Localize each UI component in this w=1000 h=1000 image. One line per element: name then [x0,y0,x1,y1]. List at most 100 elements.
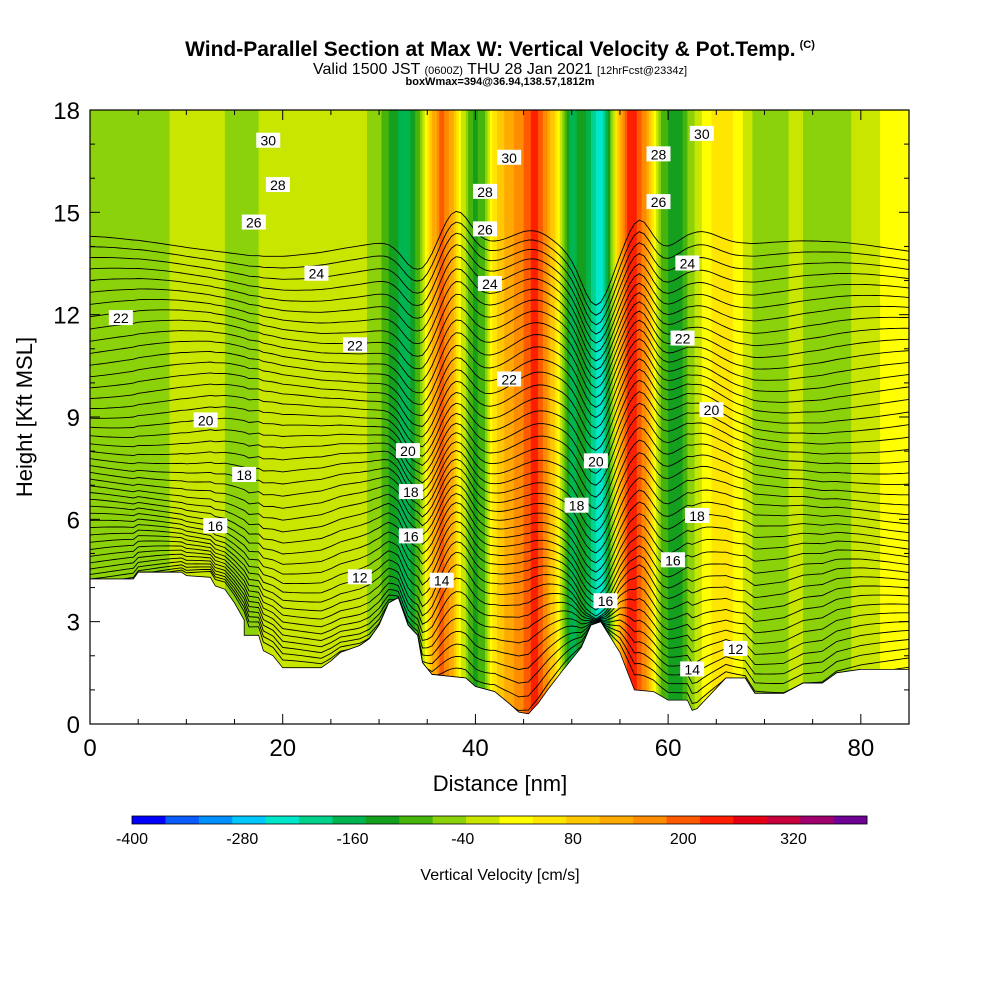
velocity-column [868,110,872,724]
colorbar-swatch [432,816,467,824]
contour-label: 20 [583,453,608,469]
velocity-column [217,110,221,724]
velocity-column [752,110,756,724]
velocity-column [330,110,334,724]
colorbar-swatch [365,816,400,824]
velocity-column [186,110,190,724]
velocity-column [653,110,657,724]
velocity-column [728,110,732,724]
colorbar-swatch [599,816,634,824]
contour-label-text: 20 [588,453,604,469]
velocity-column [152,110,156,724]
velocity-column [598,110,602,724]
velocity-column [545,110,549,724]
velocity-column [812,110,816,724]
velocity-column [106,110,110,724]
isentrope-line [90,553,909,655]
contour-label-text: 16 [403,528,419,544]
velocity-column [277,110,281,724]
velocity-column [848,110,852,724]
velocity-column [222,110,226,724]
velocity-column [530,110,534,724]
contour-label-text: 20 [198,412,214,428]
velocity-column [552,110,556,724]
velocity-column [499,110,503,724]
velocity-column [622,110,626,724]
colorbar-swatch [833,816,868,824]
potential-temperature-contours [90,210,909,712]
velocity-column [831,110,835,724]
velocity-column [694,110,698,724]
chart-title: Wind-Parallel Section at Max W: Vertical… [0,38,1000,62]
contour-label: 12 [723,640,748,657]
velocity-column [181,110,185,724]
velocity-column [246,110,250,724]
contour-label-text: 24 [680,256,696,272]
valid-utc: (0600Z) [424,65,463,77]
velocity-column [586,110,590,724]
velocity-column [270,110,274,724]
velocity-column [403,110,407,724]
velocity-column [441,110,445,724]
velocity-column [111,110,115,724]
velocity-column [169,110,173,724]
velocity-column [793,110,797,724]
isentrope-line [90,452,909,533]
velocity-column [340,110,344,724]
velocity-column [335,110,339,724]
velocity-column [309,110,313,724]
velocity-column [323,110,327,724]
velocity-column [374,110,378,724]
velocity-column [171,110,175,724]
velocity-column [578,110,582,724]
velocity-column [538,110,542,724]
contour-label: 26 [473,221,498,237]
velocity-column [150,110,154,724]
y-tick-label: 9 [67,405,80,432]
velocity-column [564,110,568,724]
velocity-column [682,110,686,724]
velocity-column [550,110,554,724]
contour-label: 28 [646,146,671,162]
velocity-column [357,110,361,724]
velocity-column [723,110,727,724]
x-tick-label: 80 [847,735,874,762]
isentrope-line [90,310,909,389]
velocity-column [574,110,578,724]
velocity-column [634,110,638,724]
velocity-column [740,110,744,724]
velocity-column [183,110,187,724]
velocity-column [118,110,122,724]
velocity-column [774,110,778,724]
velocity-column [376,110,380,724]
contour-label-text: 30 [501,150,517,166]
velocity-column [188,110,192,724]
contour-label: 12 [347,569,372,585]
velocity-column [261,110,265,724]
y-tick-label: 6 [67,507,80,534]
velocity-column [648,110,652,724]
velocity-column [256,110,260,724]
contour-label: 28 [473,183,498,200]
contour-label: 24 [304,265,329,282]
x-axis-label: Distance [nm] [433,771,568,796]
contour-label-text: 26 [651,194,667,210]
velocity-column [887,110,891,724]
velocity-column [391,110,395,724]
contour-label: 14 [429,572,454,589]
velocity-column [138,110,142,724]
velocity-column [304,110,308,724]
velocity-column [99,110,103,724]
velocity-column [566,110,570,724]
isentrope-line [90,535,909,620]
contour-label-text: 26 [246,215,262,231]
velocity-column [429,110,433,724]
velocity-column [439,110,443,724]
velocity-column [263,110,267,724]
velocity-column [114,110,118,724]
colorbar-label: Vertical Velocity [cm/s] [420,867,579,884]
velocity-column [371,110,375,724]
velocity-column [220,110,224,724]
velocity-column [241,110,245,724]
